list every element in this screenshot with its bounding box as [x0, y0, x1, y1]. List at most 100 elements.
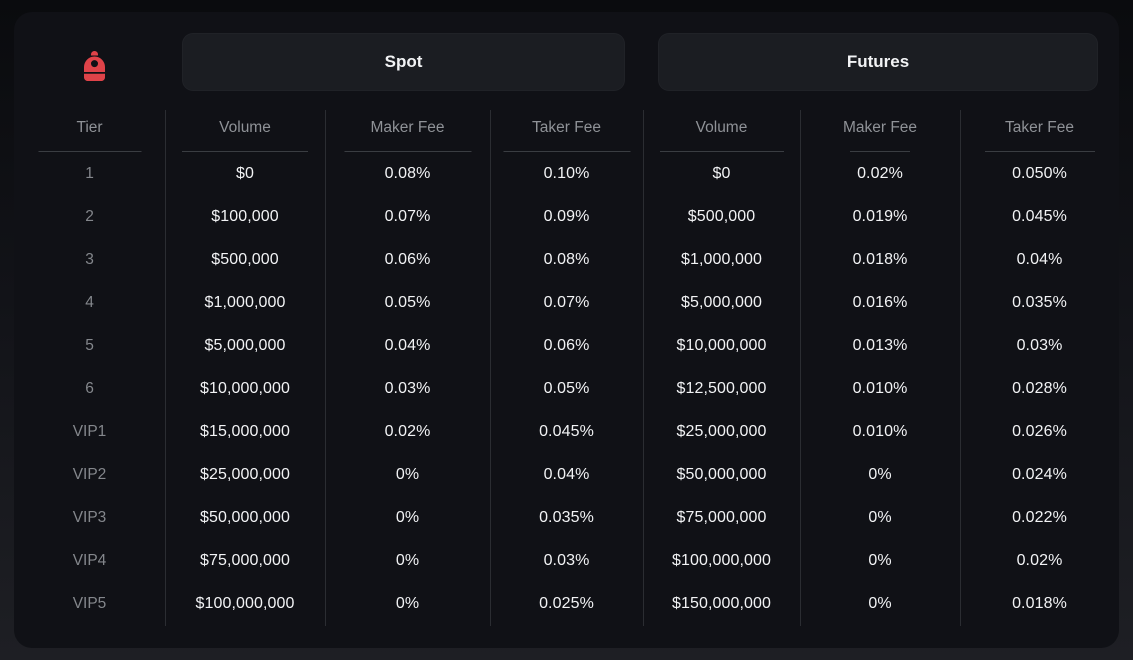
- header-label: Maker Fee: [842, 119, 918, 136]
- futures-taker-fee-cell: 0.024%: [1012, 465, 1067, 483]
- spot-maker-fee-cell: 0.07%: [384, 207, 431, 225]
- header-label: Tier: [76, 119, 103, 136]
- spot-maker-fee-cell: 0.04%: [384, 336, 431, 354]
- spot-taker-fee-cell: 0.035%: [539, 508, 594, 526]
- spot-maker-fee-cell: 0%: [395, 594, 420, 612]
- tier-cell: VIP5: [72, 594, 107, 612]
- futures-volume-cell: $10,000,000: [676, 336, 767, 354]
- header-underline: [38, 151, 141, 152]
- futures-taker-fee-cell: 0.035%: [1012, 293, 1067, 311]
- spot-maker-fee-cell: 0.02%: [384, 422, 431, 440]
- futures-maker-fee-cell: 0.019%: [852, 207, 908, 225]
- spot-taker-fee-cell: 0.08%: [543, 250, 590, 268]
- header-underline: [503, 151, 630, 152]
- futures-maker-fee-cell: 0.02%: [857, 164, 903, 182]
- spot-maker-fee-cell: 0.03%: [384, 379, 431, 397]
- futures-maker-fee-cell: 0.013%: [852, 336, 908, 354]
- futures-maker-fee-cell: 0%: [868, 551, 892, 569]
- header-label: Maker Fee: [370, 119, 445, 136]
- fee-tiers-card: Spot Futures Tier Volume Maker Fee Taker…: [14, 12, 1119, 648]
- futures-volume-cell: $25,000,000: [676, 422, 767, 440]
- futures-maker-fee-cell: 0.018%: [852, 250, 908, 268]
- futures-maker-fee-cell: 0%: [868, 594, 892, 612]
- futures-volume-cell: $50,000,000: [676, 465, 767, 483]
- futures-volume-cell: $5,000,000: [680, 293, 763, 311]
- header-underline: [659, 151, 784, 152]
- header-futures-volume: Volume: [643, 110, 800, 152]
- column-divider: [960, 110, 961, 626]
- spot-volume-cell: $10,000,000: [199, 379, 291, 397]
- header-futures-taker-fee: Taker Fee: [960, 110, 1119, 152]
- tab-futures[interactable]: Futures: [658, 33, 1098, 91]
- tier-cell: 3: [85, 250, 94, 268]
- tier-cell: 6: [85, 379, 94, 397]
- spot-maker-fee-cell: 0%: [395, 551, 420, 569]
- spot-volume-cell: $75,000,000: [199, 551, 291, 569]
- spot-volume-cell: $15,000,000: [199, 422, 291, 440]
- column-divider: [165, 110, 166, 626]
- spot-volume-cell: $25,000,000: [199, 465, 291, 483]
- tier-cell: 2: [85, 207, 94, 225]
- header-futures-maker-fee: Maker Fee: [800, 110, 960, 152]
- futures-taker-fee-cell: 0.050%: [1012, 164, 1067, 182]
- column-divider: [325, 110, 326, 626]
- futures-maker-fee-cell: 0%: [868, 465, 892, 483]
- tier-cell: 5: [85, 336, 94, 354]
- column-divider: [643, 110, 644, 626]
- spot-taker-fee-cell: 0.045%: [539, 422, 594, 440]
- spot-volume-cell: $500,000: [211, 250, 279, 268]
- spot-taker-fee-cell: 0.025%: [539, 594, 594, 612]
- futures-maker-fee-cell: 0.010%: [852, 422, 908, 440]
- futures-taker-fee-cell: 0.026%: [1012, 422, 1067, 440]
- spot-taker-fee-cell: 0.09%: [543, 207, 590, 225]
- futures-taker-fee-cell: 0.022%: [1012, 508, 1067, 526]
- header-underline: [984, 151, 1095, 152]
- futures-maker-fee-cell: 0%: [868, 508, 892, 526]
- spot-taker-fee-cell: 0.05%: [543, 379, 590, 397]
- header-label: Volume: [219, 119, 271, 136]
- futures-volume-cell: $500,000: [687, 207, 756, 225]
- futures-taker-fee-cell: 0.04%: [1016, 250, 1063, 268]
- tier-cell: 4: [85, 293, 94, 311]
- tab-spot[interactable]: Spot: [182, 33, 625, 91]
- header-underline: [344, 151, 471, 152]
- tier-cell: 1: [85, 164, 94, 182]
- spot-volume-cell: $50,000,000: [199, 508, 291, 526]
- spot-volume-cell: $100,000,000: [195, 594, 295, 612]
- spot-maker-fee-cell: 0%: [395, 508, 420, 526]
- spot-volume-cell: $100,000: [211, 207, 279, 225]
- spot-taker-fee-cell: 0.03%: [543, 551, 590, 569]
- backpack-logo-icon: [84, 51, 105, 81]
- header-tier: Tier: [14, 110, 165, 152]
- column-divider: [800, 110, 801, 626]
- header-spot-taker-fee: Taker Fee: [490, 110, 643, 152]
- futures-taker-fee-cell: 0.03%: [1016, 336, 1063, 354]
- futures-volume-cell: $75,000,000: [676, 508, 767, 526]
- spot-volume-cell: $5,000,000: [204, 336, 286, 354]
- futures-volume-cell: $12,500,000: [676, 379, 767, 397]
- spot-maker-fee-cell: 0.08%: [384, 164, 431, 182]
- tier-cell: VIP2: [72, 465, 107, 483]
- fee-table: Tier Volume Maker Fee Taker Fee Volume M…: [14, 110, 1119, 625]
- column-divider: [490, 110, 491, 626]
- spot-taker-fee-cell: 0.10%: [543, 164, 590, 182]
- spot-taker-fee-cell: 0.06%: [543, 336, 590, 354]
- futures-maker-fee-cell: 0.010%: [852, 379, 908, 397]
- futures-volume-cell: $0: [712, 164, 731, 182]
- tier-cell: VIP3: [72, 508, 107, 526]
- spot-maker-fee-cell: 0.05%: [384, 293, 431, 311]
- spot-taker-fee-cell: 0.04%: [543, 465, 590, 483]
- futures-taker-fee-cell: 0.02%: [1016, 551, 1063, 569]
- futures-taker-fee-cell: 0.028%: [1012, 379, 1067, 397]
- header-spot-volume: Volume: [165, 110, 325, 152]
- spot-maker-fee-cell: 0%: [395, 465, 420, 483]
- spot-maker-fee-cell: 0.06%: [384, 250, 431, 268]
- tier-cell: VIP1: [72, 422, 107, 440]
- spot-volume-cell: $1,000,000: [204, 293, 286, 311]
- futures-taker-fee-cell: 0.045%: [1012, 207, 1067, 225]
- futures-volume-cell: $150,000,000: [671, 594, 772, 612]
- header-spot-maker-fee: Maker Fee: [325, 110, 490, 152]
- futures-taker-fee-cell: 0.018%: [1012, 594, 1067, 612]
- header-label: Taker Fee: [1005, 119, 1074, 136]
